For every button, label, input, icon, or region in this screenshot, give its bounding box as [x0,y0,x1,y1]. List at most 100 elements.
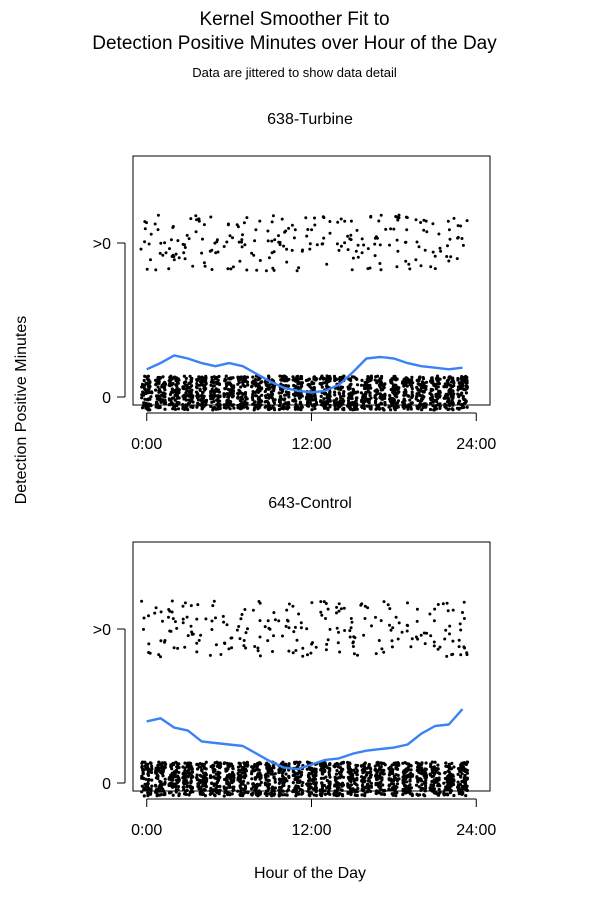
data-point [339,401,343,405]
data-point [143,397,147,401]
data-point [328,374,332,379]
data-point [239,617,243,621]
data-point [197,375,201,379]
data-point [368,266,372,270]
data-point [301,654,305,658]
data-point [227,783,232,787]
data-point [266,619,270,623]
data-point [465,784,469,788]
data-point [270,220,274,224]
data-point [285,618,289,622]
data-point [432,619,436,623]
data-point [161,619,164,623]
data-point [291,604,295,608]
data-point [185,389,189,393]
data-point [150,391,154,395]
data-point [352,635,356,639]
data-point [396,218,400,222]
data-point [273,786,277,790]
data-point [224,378,228,382]
data-point [183,761,187,765]
data-point [171,407,175,411]
data-point [364,773,368,777]
data-point [185,383,189,387]
data-point [430,376,434,380]
data-point [240,245,244,249]
data-point [337,609,341,613]
data-point [446,244,449,248]
data-point [328,627,332,631]
data-point [307,779,311,783]
data-point [256,772,260,776]
data-point [461,378,465,382]
data-point [424,786,428,790]
data-point [147,787,151,791]
data-point [423,789,427,793]
data-point [422,781,426,785]
data-point [430,388,434,392]
data-point [411,773,415,777]
data-point [283,793,287,797]
data-point [230,770,235,775]
data-point [417,379,421,383]
data-point [368,405,372,409]
data-point [410,401,414,405]
data-point [394,215,398,218]
data-point [226,222,230,226]
data-point [407,394,411,398]
data-point [310,408,314,412]
data-point [323,406,327,410]
data-point [295,269,299,273]
data-point [150,784,154,788]
data-point [241,405,245,409]
data-point [448,624,452,628]
data-point [416,382,420,386]
data-point [240,240,243,244]
data-point [350,790,354,794]
data-point [443,770,447,775]
data-point [340,783,344,788]
data-point [447,389,451,393]
data-point [222,405,226,410]
data-point [464,384,468,388]
data-point [304,216,308,220]
data-point [218,394,222,398]
data-point [167,379,171,383]
data-point [448,237,452,241]
data-point [272,385,276,389]
data-point [416,398,420,403]
data-point [181,772,185,776]
data-point [163,241,167,245]
data-point [407,262,411,266]
data-point [442,781,446,785]
y-tick-label: >0 [93,236,111,253]
data-point [408,267,412,271]
data-point [170,599,174,603]
data-point [263,792,267,796]
data-point [208,792,212,796]
data-point [459,224,463,228]
data-point [176,239,180,243]
data-point [285,247,289,251]
data-point [390,786,395,790]
data-point [150,778,154,782]
data-point [410,390,414,394]
data-point [361,789,365,793]
data-point [450,377,454,381]
data-point [450,761,454,765]
data-point [182,251,186,255]
data-point [339,762,343,766]
data-point [183,773,188,777]
data-point [153,222,157,226]
data-point [312,385,316,389]
data-point [405,762,409,766]
data-point [352,391,356,395]
data-point [140,790,144,794]
data-point [445,379,449,383]
data-point [140,599,144,603]
data-point [251,392,255,397]
data-point [464,762,468,767]
data-point [388,393,392,398]
data-point [190,785,194,789]
data-point [381,772,385,776]
